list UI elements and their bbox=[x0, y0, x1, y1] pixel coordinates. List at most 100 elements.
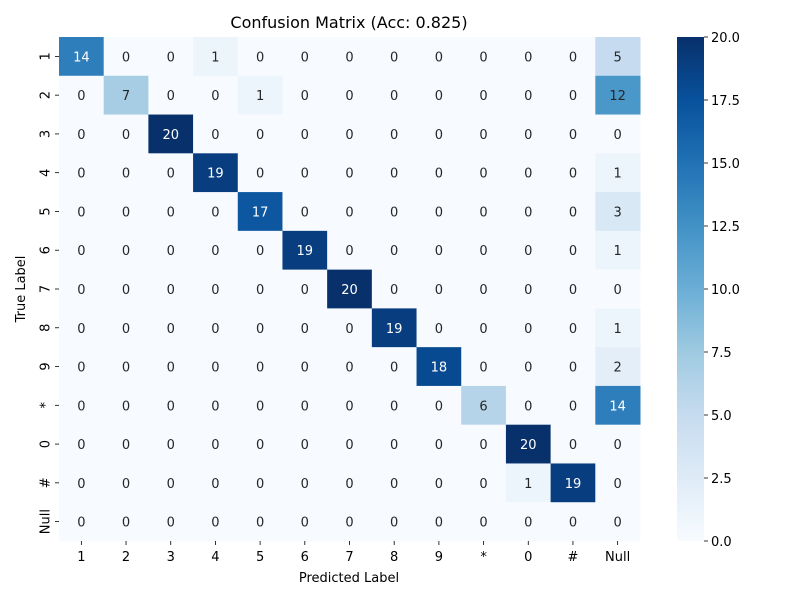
heatmap-cell bbox=[193, 75, 239, 116]
cell-value: 0 bbox=[435, 205, 443, 220]
cell-value: 0 bbox=[301, 399, 309, 414]
cell-value: 0 bbox=[167, 167, 175, 182]
cell-value: 1 bbox=[614, 167, 622, 182]
heatmap-cell bbox=[371, 75, 418, 116]
cell-value: 7 bbox=[122, 89, 130, 104]
cell-value: 0 bbox=[77, 283, 85, 298]
y-tick-label: 8 bbox=[39, 324, 54, 332]
heatmap-cell bbox=[237, 269, 283, 309]
heatmap-cell bbox=[237, 192, 283, 232]
heatmap-cell bbox=[282, 463, 328, 503]
cell-value: 0 bbox=[122, 283, 130, 298]
cell-value: 0 bbox=[256, 477, 264, 492]
cell-value: 0 bbox=[211, 516, 219, 531]
cell-value: 0 bbox=[390, 205, 398, 220]
cell-value: 0 bbox=[167, 516, 175, 531]
cell-value: 0 bbox=[77, 477, 85, 492]
heatmap-cell bbox=[505, 75, 552, 116]
heatmap-cell bbox=[371, 502, 418, 542]
cell-value: 0 bbox=[122, 361, 130, 376]
heatmap-cell bbox=[282, 424, 328, 464]
heatmap-cell bbox=[461, 502, 507, 542]
heatmap-cell bbox=[550, 114, 596, 154]
heatmap-cell bbox=[148, 424, 194, 464]
cell-value: 0 bbox=[211, 244, 219, 259]
heatmap-cell bbox=[595, 192, 641, 232]
heatmap-cell bbox=[103, 269, 149, 309]
cell-value: 0 bbox=[122, 516, 130, 531]
heatmap-cell bbox=[327, 192, 373, 232]
cell-value: 0 bbox=[569, 167, 577, 182]
heatmap-cell bbox=[103, 192, 149, 232]
heatmap-cell bbox=[59, 385, 105, 426]
heatmap-cell bbox=[103, 75, 149, 116]
heatmap-cell bbox=[148, 230, 194, 271]
colorbar-tick-label: 17.5 bbox=[711, 94, 740, 109]
y-tick-label: 3 bbox=[39, 130, 54, 138]
cell-value: 0 bbox=[435, 167, 443, 182]
heatmap-cell bbox=[237, 424, 283, 464]
cell-value: 0 bbox=[256, 244, 264, 259]
heatmap-cell bbox=[505, 463, 552, 503]
cell-value: 0 bbox=[211, 322, 219, 337]
x-tick-label: 0 bbox=[524, 550, 532, 565]
heatmap-cell bbox=[550, 153, 596, 193]
cell-value: 0 bbox=[167, 322, 175, 337]
heatmap-cell bbox=[282, 502, 328, 542]
heatmap-cell bbox=[416, 114, 462, 154]
y-tick-label: 9 bbox=[39, 362, 54, 370]
cell-value: 0 bbox=[122, 167, 130, 182]
heatmap-cell bbox=[371, 385, 418, 426]
heatmap-cell bbox=[416, 230, 462, 271]
heatmap-cell bbox=[103, 424, 149, 464]
cell-value: 0 bbox=[77, 516, 85, 531]
heatmap-cell bbox=[595, 114, 641, 154]
heatmap-cell bbox=[59, 37, 105, 77]
heatmap-cell bbox=[193, 347, 239, 387]
heatmap-cell bbox=[371, 230, 418, 271]
cell-value: 0 bbox=[569, 283, 577, 298]
cell-value: 0 bbox=[569, 399, 577, 414]
heatmap-cell bbox=[461, 385, 507, 426]
cell-value: 0 bbox=[211, 399, 219, 414]
heatmap-cell bbox=[505, 385, 552, 426]
cell-value: 0 bbox=[211, 477, 219, 492]
cell-value: 1 bbox=[614, 244, 622, 259]
heatmap-cell bbox=[148, 37, 194, 77]
y-tick-label: 4 bbox=[39, 169, 54, 177]
heatmap-cell bbox=[148, 269, 194, 309]
cell-value: 0 bbox=[301, 477, 309, 492]
heatmap-cell bbox=[505, 502, 552, 542]
heatmap-cell bbox=[193, 385, 239, 426]
cell-value: 0 bbox=[614, 283, 622, 298]
cell-value: 0 bbox=[77, 205, 85, 220]
cell-value: 0 bbox=[435, 50, 443, 65]
cell-value: 14 bbox=[609, 399, 626, 414]
cell-value: 0 bbox=[256, 322, 264, 337]
cell-value: 0 bbox=[569, 128, 577, 143]
heatmap-cell bbox=[237, 347, 283, 387]
cell-value: 0 bbox=[569, 244, 577, 259]
cell-value: 0 bbox=[211, 438, 219, 453]
cell-value: 0 bbox=[479, 477, 487, 492]
cell-value: 0 bbox=[524, 361, 532, 376]
heatmap-cell bbox=[461, 463, 507, 503]
cell-value: 18 bbox=[431, 361, 448, 376]
cell-value: 3 bbox=[614, 205, 622, 220]
heatmap-cell bbox=[103, 385, 149, 426]
heatmap-cell bbox=[371, 347, 418, 387]
heatmap-cell bbox=[103, 308, 149, 348]
heatmap-cell bbox=[59, 114, 105, 154]
heatmap-cell bbox=[416, 153, 462, 193]
cell-value: 0 bbox=[390, 167, 398, 182]
cell-value: 1 bbox=[211, 50, 219, 65]
cell-value: 0 bbox=[301, 361, 309, 376]
cell-value: 0 bbox=[256, 399, 264, 414]
heatmap-cell bbox=[550, 347, 596, 387]
heatmap-cell bbox=[193, 424, 239, 464]
cell-value: 5 bbox=[614, 50, 622, 65]
heatmap-cell bbox=[461, 75, 507, 116]
cell-value: 0 bbox=[167, 477, 175, 492]
cell-value: 0 bbox=[301, 283, 309, 298]
